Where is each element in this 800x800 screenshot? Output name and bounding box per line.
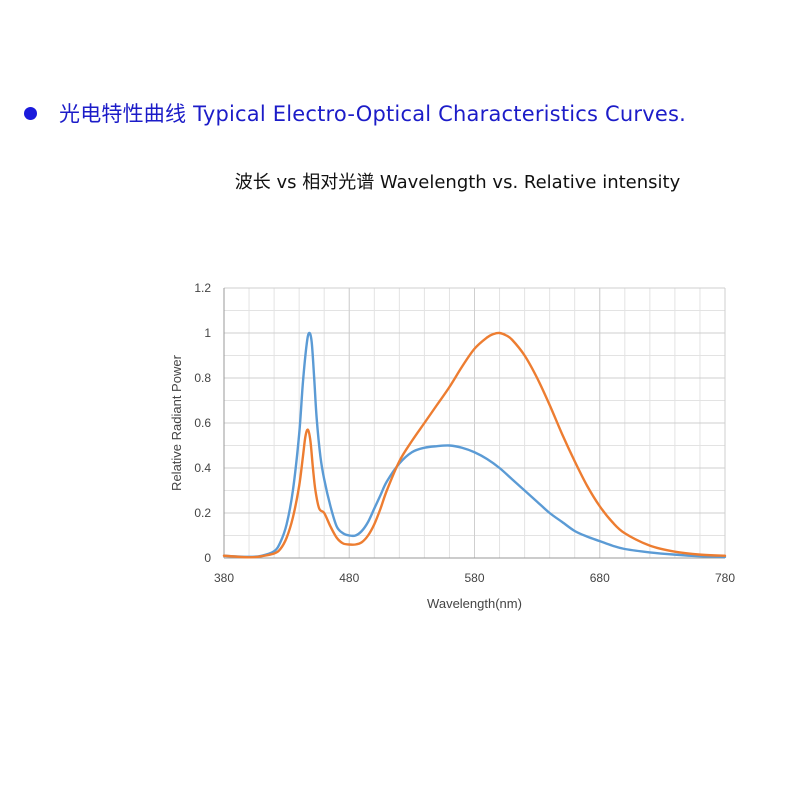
chart-axes	[223, 288, 725, 559]
x-axis-title: Wavelength(nm)	[427, 596, 522, 611]
bullet-icon	[24, 106, 37, 120]
y-tick-label: 0.8	[194, 371, 211, 385]
x-tick-label: 480	[339, 571, 359, 585]
x-tick-label: 780	[715, 571, 735, 585]
series-line-2	[222, 331, 727, 559]
x-tick-label: 680	[590, 571, 610, 585]
tick-labels: 380 480 580 680 780 0 0.2 0.4 0.6 0.8 1 1.2	[194, 281, 735, 585]
section-heading: 光电特性曲线 Typical Electro-Optical Character…	[24, 98, 686, 128]
y-tick-label: 0	[204, 551, 211, 565]
y-tick-label: 1.2	[194, 281, 211, 295]
y-tick-label: 0.4	[194, 461, 211, 475]
y-tick-label: 1	[204, 326, 211, 340]
x-tick-label: 380	[214, 571, 234, 585]
x-tick-label: 580	[464, 571, 484, 585]
heading-text: 光电特性曲线 Typical Electro-Optical Character…	[59, 102, 687, 126]
y-tick-label: 0.6	[194, 416, 211, 430]
series-lines	[222, 331, 727, 559]
y-tick-label: 0.2	[194, 506, 211, 520]
y-axis-title: Relative Radiant Power	[169, 354, 184, 491]
chart-title: 波长 vs 相对光谱 Wavelength vs. Relative inten…	[234, 172, 681, 193]
series-line-1	[222, 331, 727, 559]
